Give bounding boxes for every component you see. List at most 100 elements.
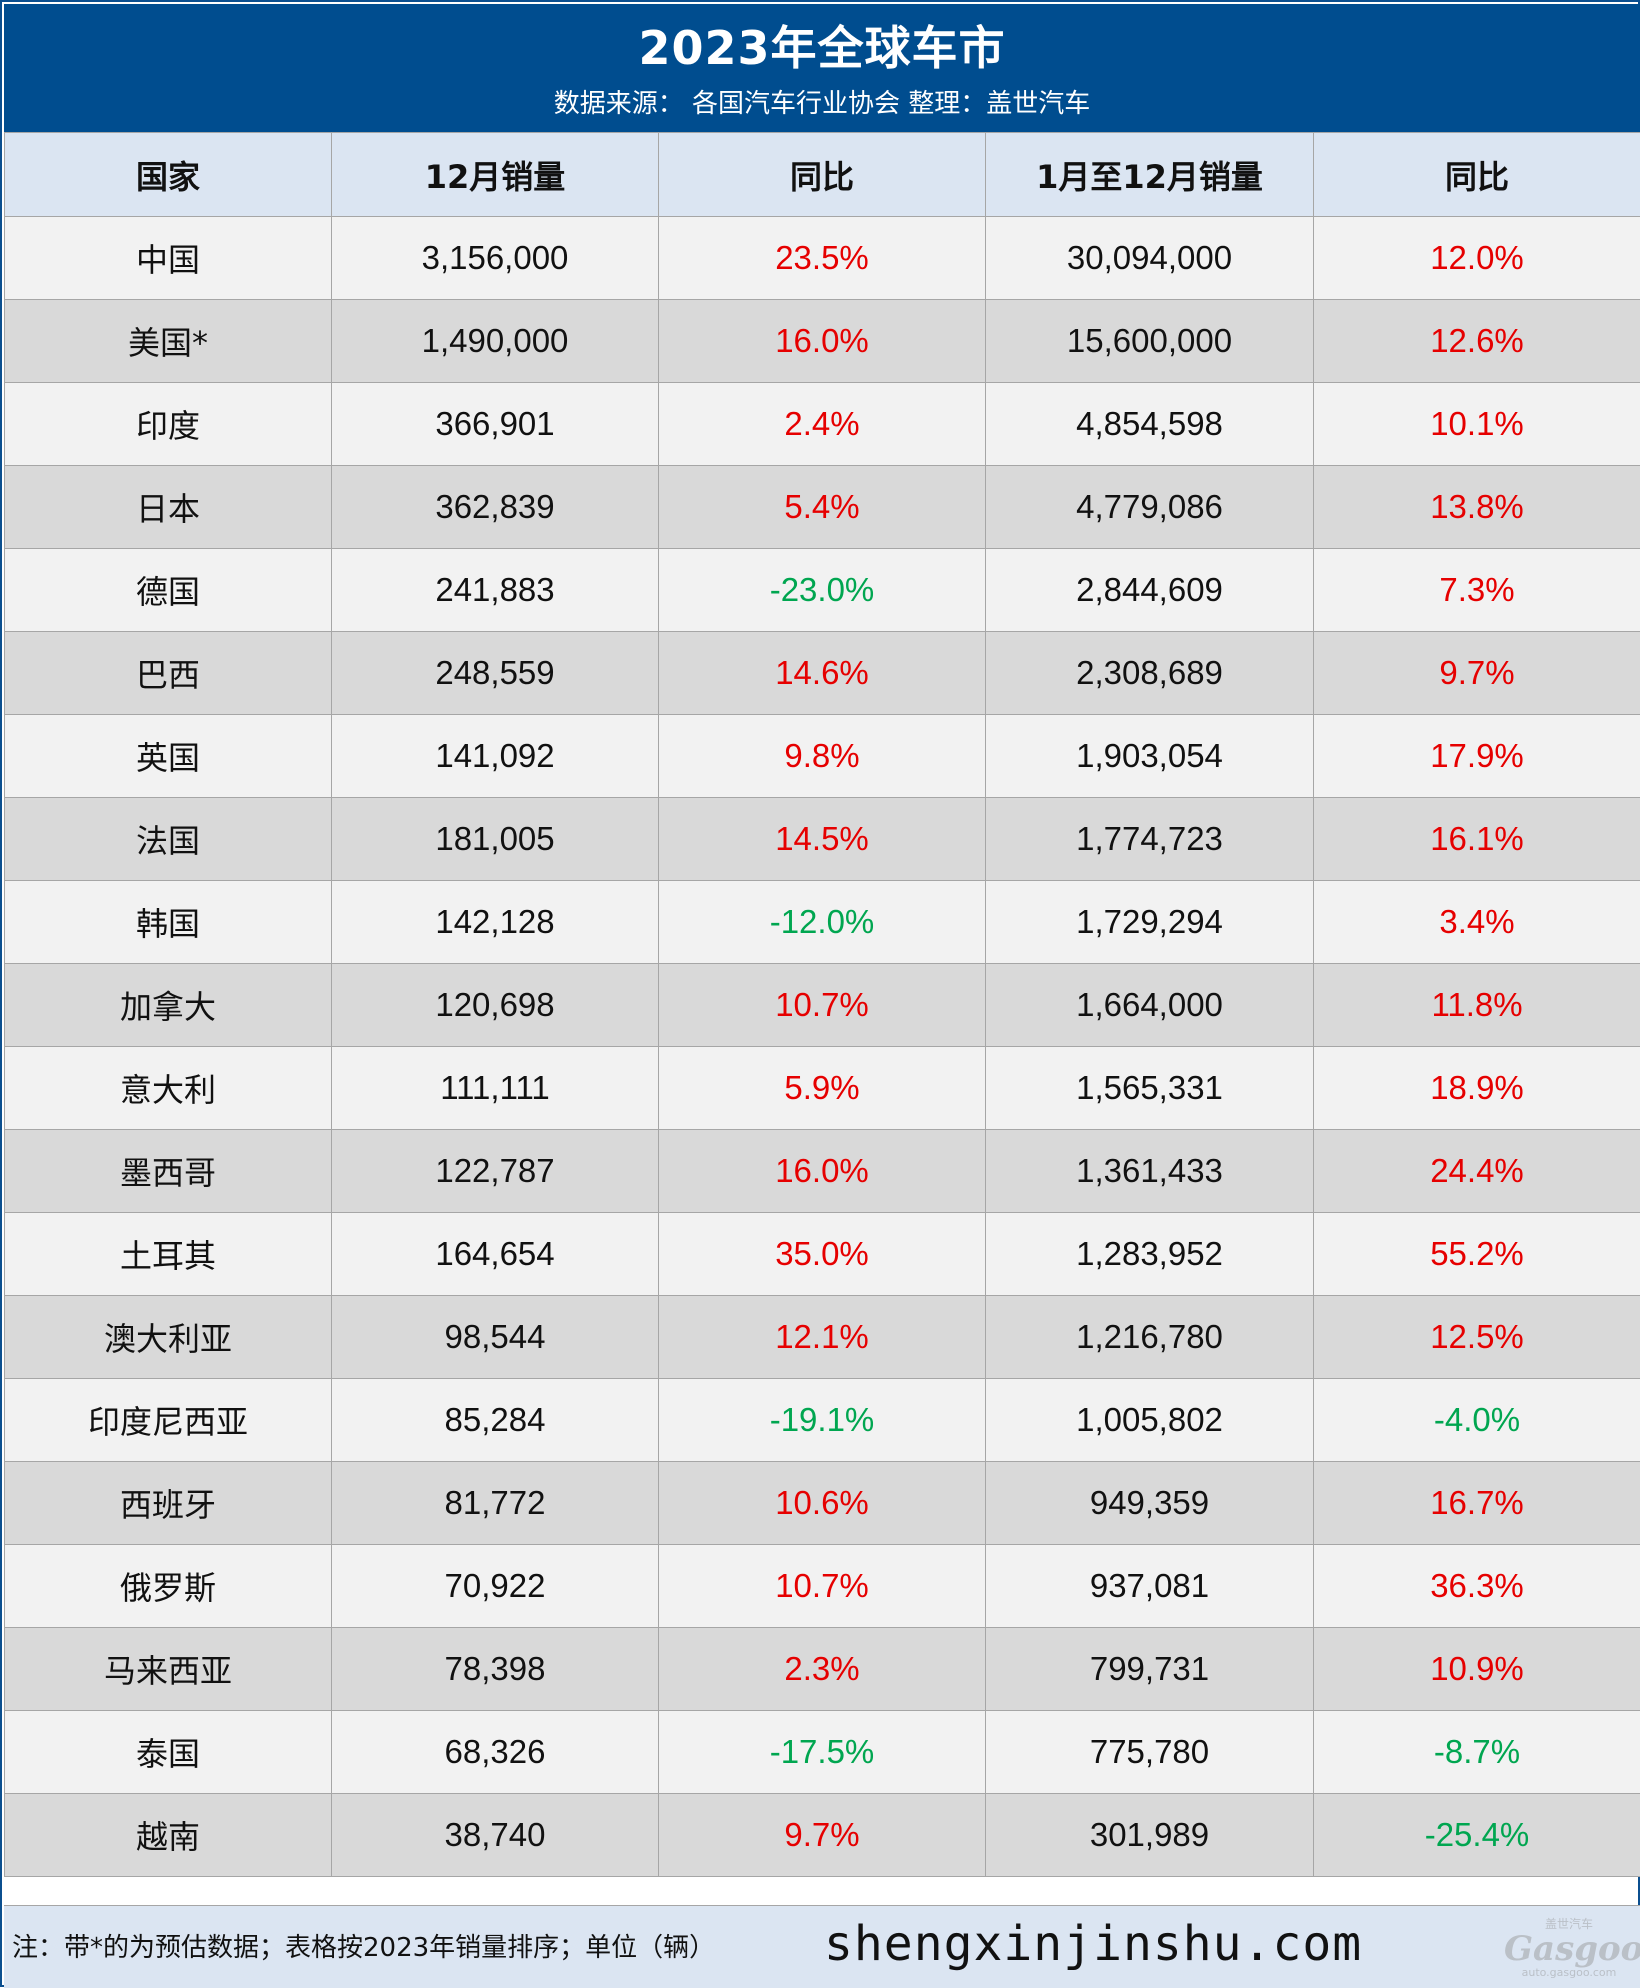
column-header-ytd-sales: 1月至12月销量 [986, 133, 1314, 217]
cell-ytd-yoy: -4.0% [1314, 1379, 1640, 1462]
cell-country: 澳大利亚 [5, 1296, 332, 1379]
cell-ytd-yoy: 12.5% [1314, 1296, 1640, 1379]
cell-ytd-sales: 1,361,433 [986, 1130, 1314, 1213]
cell-ytd-sales: 301,989 [986, 1794, 1314, 1877]
cell-dec-yoy: 35.0% [659, 1213, 986, 1296]
cell-country: 美国* [5, 300, 332, 383]
footnote: 注：带*的为预估数据；表格按2023年销量排序；单位（辆） [12, 1928, 715, 1968]
cell-country: 韩国 [5, 881, 332, 964]
watermark-text: shengxinjinshu.com [824, 1914, 1362, 1974]
cell-dec-sales: 68,326 [332, 1711, 659, 1794]
column-header-country: 国家 [5, 133, 332, 217]
cell-country: 中国 [5, 217, 332, 300]
cell-country: 西班牙 [5, 1462, 332, 1545]
cell-country: 法国 [5, 798, 332, 881]
cell-ytd-sales: 1,005,802 [986, 1379, 1314, 1462]
cell-country: 德国 [5, 549, 332, 632]
gasgoo-logo: 盖世汽车 Gasgoo auto.gasgoo.com [1504, 1916, 1634, 1982]
cell-dec-yoy: 14.5% [659, 798, 986, 881]
cell-ytd-sales: 15,600,000 [986, 300, 1314, 383]
cell-ytd-yoy: 24.4% [1314, 1130, 1640, 1213]
cell-dec-sales: 70,922 [332, 1545, 659, 1628]
cell-dec-sales: 142,128 [332, 881, 659, 964]
cell-ytd-yoy: 16.1% [1314, 798, 1640, 881]
table-header-row: 国家 12月销量 同比 1月至12月销量 同比 [5, 133, 1640, 217]
cell-ytd-sales: 4,779,086 [986, 466, 1314, 549]
cell-dec-yoy: 10.7% [659, 1545, 986, 1628]
cell-dec-yoy: -17.5% [659, 1711, 986, 1794]
cell-dec-yoy: 14.6% [659, 632, 986, 715]
cell-ytd-yoy: 16.7% [1314, 1462, 1640, 1545]
column-header-ytd-yoy: 同比 [1314, 133, 1640, 217]
cell-ytd-yoy: 13.8% [1314, 466, 1640, 549]
cell-country: 巴西 [5, 632, 332, 715]
cell-country: 墨西哥 [5, 1130, 332, 1213]
logo-url: auto.gasgoo.com [1504, 1966, 1634, 1980]
cell-ytd-sales: 1,565,331 [986, 1047, 1314, 1130]
cell-dec-yoy: 2.4% [659, 383, 986, 466]
cell-ytd-yoy: 7.3% [1314, 549, 1640, 632]
cell-ytd-sales: 1,729,294 [986, 881, 1314, 964]
cell-country: 加拿大 [5, 964, 332, 1047]
cell-dec-yoy: 5.9% [659, 1047, 986, 1130]
cell-ytd-sales: 775,780 [986, 1711, 1314, 1794]
table-header-banner: 2023年全球车市 数据来源： 各国汽车行业协会 整理：盖世汽车 [4, 4, 1640, 132]
cell-ytd-yoy: 3.4% [1314, 881, 1640, 964]
cell-ytd-sales: 1,664,000 [986, 964, 1314, 1047]
column-header-dec-sales: 12月销量 [332, 133, 659, 217]
cell-dec-sales: 3,156,000 [332, 217, 659, 300]
page-subtitle: 数据来源： 各国汽车行业协会 整理：盖世汽车 [4, 86, 1640, 122]
column-header-dec-yoy: 同比 [659, 133, 986, 217]
cell-country: 印度 [5, 383, 332, 466]
cell-country: 印度尼西亚 [5, 1379, 332, 1462]
cell-dec-sales: 241,883 [332, 549, 659, 632]
cell-ytd-sales: 2,844,609 [986, 549, 1314, 632]
cell-ytd-sales: 937,081 [986, 1545, 1314, 1628]
cell-dec-yoy: 23.5% [659, 217, 986, 300]
cell-ytd-sales: 949,359 [986, 1462, 1314, 1545]
logo-wordmark: Gasgoo [1504, 1932, 1634, 1966]
cell-dec-yoy: 5.4% [659, 466, 986, 549]
cell-dec-sales: 81,772 [332, 1462, 659, 1545]
cell-ytd-yoy: 18.9% [1314, 1047, 1640, 1130]
cell-dec-sales: 38,740 [332, 1794, 659, 1877]
cell-dec-sales: 141,092 [332, 715, 659, 798]
cell-dec-yoy: 10.6% [659, 1462, 986, 1545]
cell-dec-yoy: 9.7% [659, 1794, 986, 1877]
cell-dec-sales: 120,698 [332, 964, 659, 1047]
table-footer: 注：带*的为预估数据；表格按2023年销量排序；单位（辆） shengxinji… [4, 1905, 1640, 1988]
cell-country: 土耳其 [5, 1213, 332, 1296]
cell-ytd-yoy: 10.1% [1314, 383, 1640, 466]
cell-dec-sales: 362,839 [332, 466, 659, 549]
cell-dec-sales: 181,005 [332, 798, 659, 881]
cell-dec-sales: 248,559 [332, 632, 659, 715]
cell-ytd-yoy: 9.7% [1314, 632, 1640, 715]
cell-dec-yoy: 12.1% [659, 1296, 986, 1379]
cell-ytd-yoy: 11.8% [1314, 964, 1640, 1047]
cell-ytd-sales: 1,774,723 [986, 798, 1314, 881]
cell-country: 俄罗斯 [5, 1545, 332, 1628]
cell-ytd-yoy: -8.7% [1314, 1711, 1640, 1794]
cell-country: 越南 [5, 1794, 332, 1877]
cell-dec-sales: 98,544 [332, 1296, 659, 1379]
cell-ytd-sales: 4,854,598 [986, 383, 1314, 466]
cell-dec-sales: 366,901 [332, 383, 659, 466]
page-title: 2023年全球车市 [4, 18, 1640, 78]
cell-ytd-yoy: 17.9% [1314, 715, 1640, 798]
cell-ytd-yoy: 12.6% [1314, 300, 1640, 383]
